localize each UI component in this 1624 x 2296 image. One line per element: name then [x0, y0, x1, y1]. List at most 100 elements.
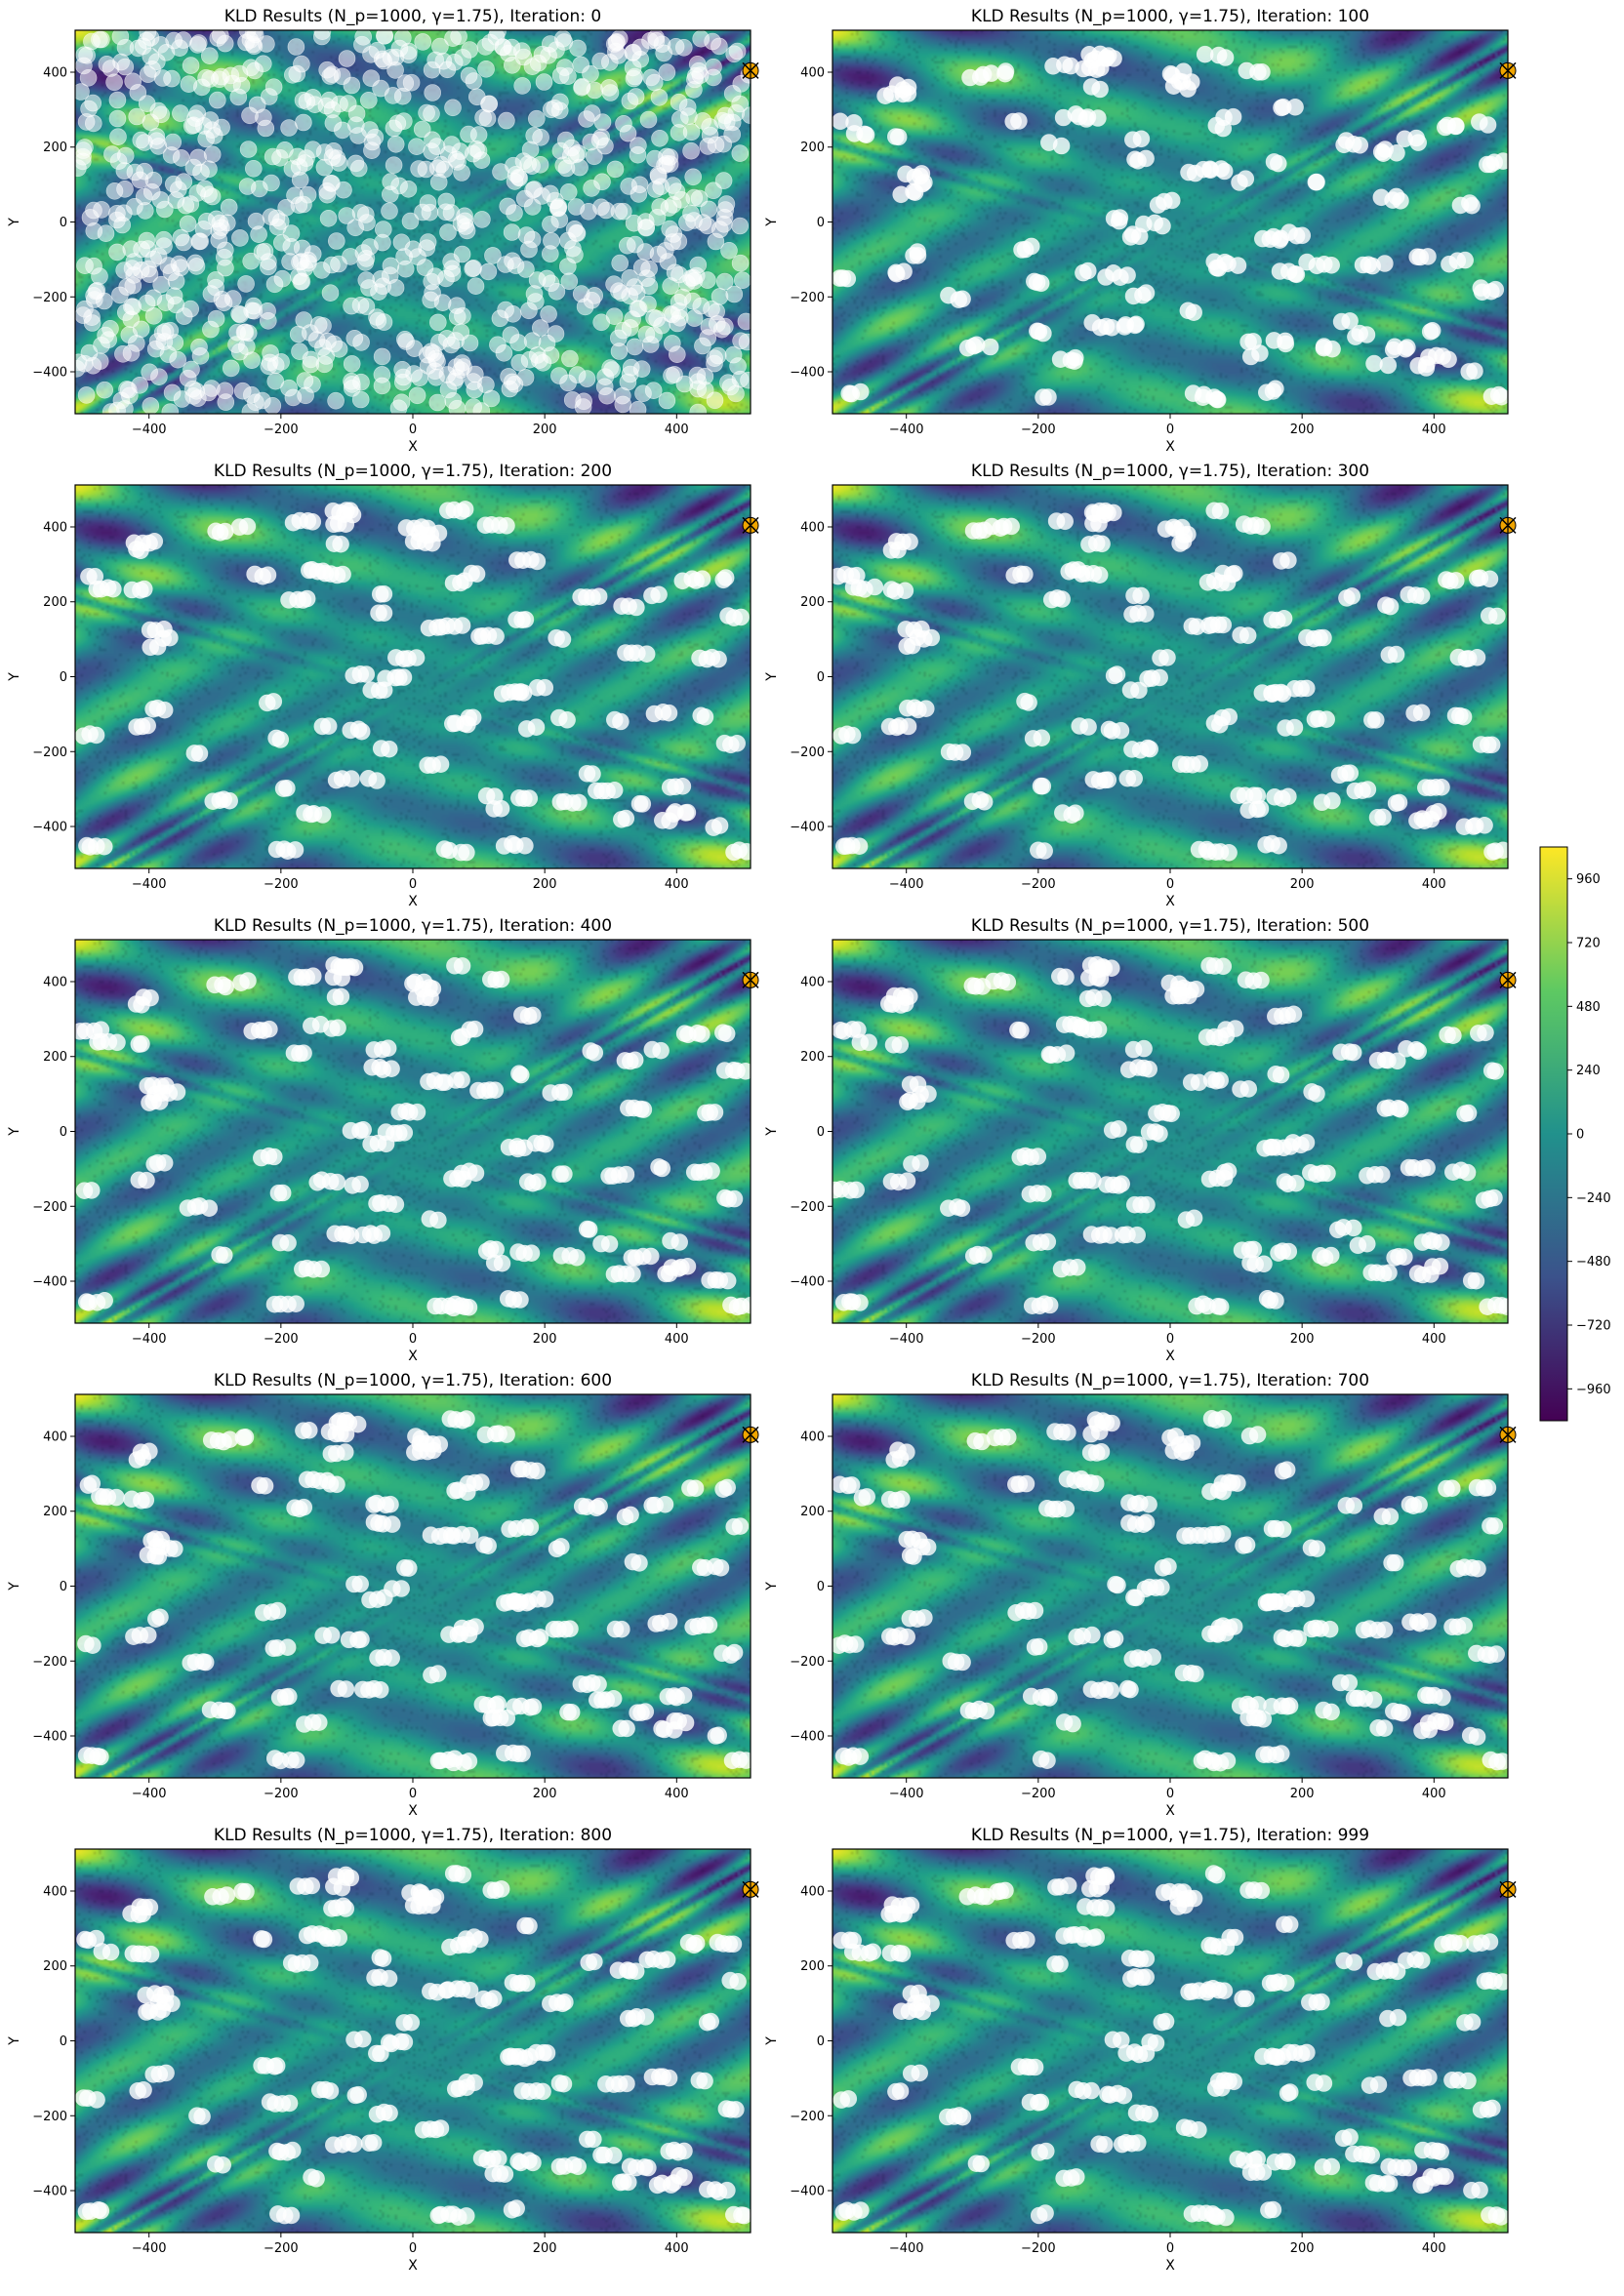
particle: [737, 1752, 751, 1769]
particle: [612, 712, 629, 731]
particle: [203, 380, 221, 397]
particle: [1158, 649, 1176, 666]
particle: [1135, 1039, 1153, 1058]
particle: [1433, 1233, 1450, 1252]
particle: [666, 1721, 683, 1739]
particle: [244, 160, 263, 178]
particle: [395, 2033, 414, 2051]
x-axis-label: X: [1165, 1803, 1175, 1819]
particle: [250, 180, 268, 198]
particle: [186, 254, 204, 272]
particle: [330, 340, 348, 358]
subplot-title: KLD Results (N_p=1000, γ=1.75), Iteratio…: [971, 916, 1369, 936]
y-tick-label: 0: [817, 1125, 825, 1140]
particle: [197, 130, 215, 148]
particle: [527, 718, 546, 737]
particle: [1187, 980, 1205, 998]
particle: [142, 1945, 160, 1963]
particle: [92, 1748, 109, 1766]
particle: [627, 1962, 645, 1980]
particle: [1040, 1296, 1059, 1314]
particle: [844, 1931, 863, 1950]
particle: [402, 2013, 421, 2032]
particle: [1358, 326, 1376, 343]
particle: [843, 726, 862, 745]
particle: [193, 2108, 211, 2125]
particle: [1437, 2167, 1454, 2186]
particle: [359, 92, 378, 109]
particle: [414, 33, 432, 51]
particle: [120, 326, 139, 343]
x-tick-label: 400: [665, 1332, 689, 1347]
particle: [338, 207, 356, 224]
particle: [105, 182, 124, 200]
particle: [569, 2157, 588, 2176]
particle: [1345, 1219, 1362, 1237]
subplot-title: KLD Results (N_p=1000, γ=1.75), Iteratio…: [214, 916, 612, 936]
particle: [151, 1608, 169, 1627]
particle: [126, 198, 143, 216]
particle: [1090, 566, 1109, 584]
particle: [1111, 209, 1129, 226]
particle: [140, 1627, 157, 1644]
particle: [207, 271, 224, 289]
particle: [458, 1483, 476, 1501]
subplot: KLD Results (N_p=1000, γ=1.75), Iteratio…: [7, 916, 759, 1364]
particle: [583, 104, 601, 122]
particle: [337, 1425, 355, 1443]
particles: [832, 502, 1508, 862]
particle: [461, 1981, 479, 1999]
particle: [652, 1041, 670, 1060]
particle: [525, 285, 544, 302]
particle: [707, 136, 725, 154]
particle: [1471, 2181, 1488, 2199]
particle: [115, 162, 134, 180]
particle: [454, 1027, 471, 1045]
particle: [1087, 1928, 1105, 1946]
particle: [152, 105, 170, 124]
colorbar-gradient: [1539, 846, 1568, 1422]
particle: [83, 1182, 101, 1199]
particle: [85, 201, 102, 220]
particle: [860, 1033, 878, 1052]
particle: [363, 141, 381, 159]
particle: [536, 1135, 554, 1153]
particle: [102, 1943, 120, 1961]
particle: [1322, 2157, 1341, 2176]
particle: [495, 343, 513, 362]
particle: [852, 2201, 870, 2219]
particle: [385, 156, 403, 174]
particle: [354, 30, 372, 46]
particle: [693, 570, 711, 588]
particle: [542, 184, 559, 203]
particle: [327, 391, 345, 410]
particle: [210, 231, 228, 249]
particle: [438, 366, 457, 383]
particle: [418, 345, 436, 364]
y-axis-label: Y: [7, 672, 22, 682]
particle: [710, 1726, 728, 1745]
particle: [262, 208, 280, 225]
particle: [1040, 1689, 1058, 1707]
particle: [1217, 1027, 1236, 1045]
y-axis-label: Y: [764, 1127, 780, 1137]
particle: [444, 99, 462, 117]
particle: [1273, 1745, 1290, 1762]
particle: [337, 1900, 355, 1917]
particle: [1017, 1474, 1035, 1493]
particle: [731, 217, 750, 235]
particle: [1253, 517, 1271, 536]
particle: [1297, 1590, 1316, 1608]
particle: [624, 1265, 641, 1283]
particle: [610, 202, 629, 221]
particle: [278, 1638, 297, 1656]
particle: [586, 1953, 603, 1971]
x-tick-label: −200: [1021, 1787, 1056, 1801]
particle: [898, 1443, 915, 1461]
particle: [327, 232, 345, 250]
particle: [729, 1973, 747, 1991]
particle: [849, 1021, 867, 1038]
particle: [456, 501, 474, 518]
particle: [558, 258, 577, 275]
